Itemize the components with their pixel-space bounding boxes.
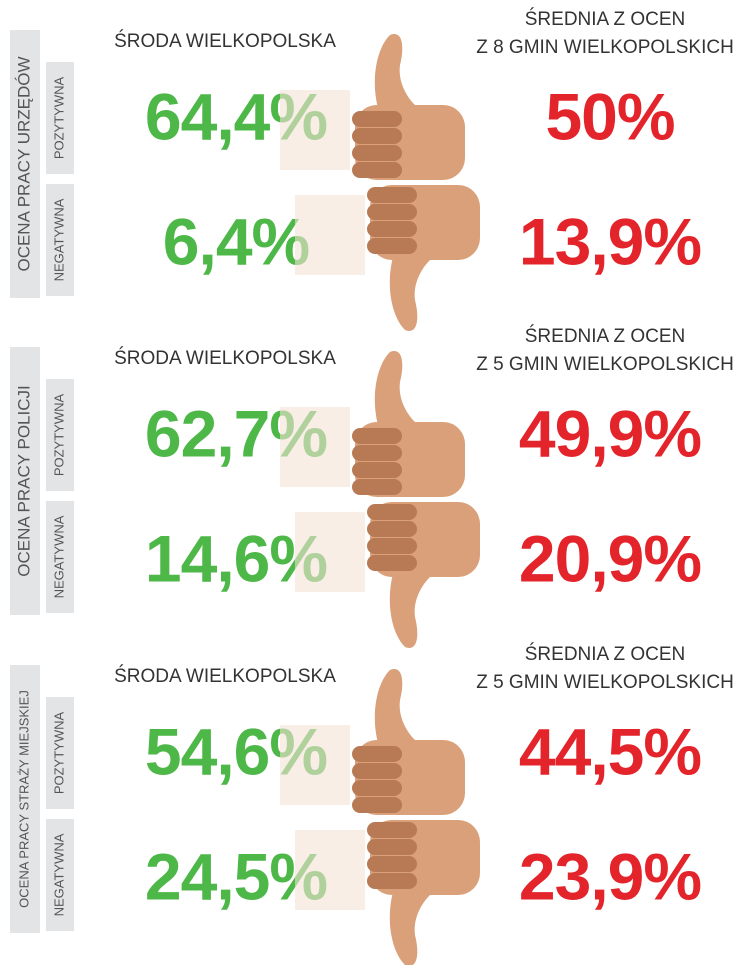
finger xyxy=(352,145,402,161)
thumb xyxy=(375,351,415,432)
arm xyxy=(280,90,350,170)
thumb-up xyxy=(280,669,465,815)
page: {"sections": [ {"label": "OCENA PRACY UR… xyxy=(0,0,738,965)
right-header: ŚREDNIA Z OCEN xyxy=(525,325,685,347)
thumb-up xyxy=(280,34,465,180)
finger xyxy=(367,504,417,520)
finger xyxy=(367,873,417,889)
thumb xyxy=(390,250,430,331)
right-value: 23,9% xyxy=(519,839,701,913)
right-value: 20,9% xyxy=(519,521,701,595)
section-label: OCENA PRACY URZĘDÓW xyxy=(14,56,33,271)
arm xyxy=(295,512,365,592)
row-label: NEGATYWNA xyxy=(51,198,66,281)
thumb xyxy=(375,669,415,750)
thumb xyxy=(390,885,430,965)
row-label: POZYTYWNA xyxy=(51,394,66,477)
thumb-down xyxy=(295,820,480,965)
right-value: 13,9% xyxy=(519,204,701,278)
finger xyxy=(352,445,402,461)
right-header: ŚREDNIA Z OCEN xyxy=(525,643,685,665)
finger xyxy=(352,111,402,127)
thumb-down xyxy=(295,502,480,648)
arm xyxy=(280,407,350,487)
row-label: NEGATYWNA xyxy=(51,833,66,916)
finger xyxy=(367,521,417,537)
thumb xyxy=(390,567,430,648)
right-value: 50% xyxy=(545,79,674,153)
arm xyxy=(295,830,365,910)
left-header: ŚRODA WIELKOPOLSKA xyxy=(114,347,336,369)
left-header: ŚRODA WIELKOPOLSKA xyxy=(114,665,336,687)
thumb xyxy=(375,34,415,115)
finger xyxy=(352,162,402,178)
finger xyxy=(352,428,402,444)
finger xyxy=(367,538,417,554)
finger xyxy=(367,221,417,237)
finger xyxy=(367,187,417,203)
right-value: 44,5% xyxy=(519,714,701,788)
section-label: OCENA PRACY POLICJI xyxy=(14,385,33,576)
finger xyxy=(352,797,402,813)
finger xyxy=(352,462,402,478)
right-header: Z 5 GMIN WIELKOPOLSKICH xyxy=(476,672,734,693)
finger xyxy=(352,746,402,762)
row-label: POZYTYWNA xyxy=(51,77,66,160)
infographic: OCENA PRACY URZĘDÓW ŚRODA WIELKOPOLSKA ŚRE… xyxy=(0,0,738,965)
right-header: ŚREDNIA Z OCEN xyxy=(525,8,685,30)
left-header: ŚRODA WIELKOPOLSKA xyxy=(114,30,336,52)
arm xyxy=(280,725,350,805)
finger xyxy=(367,204,417,220)
thumb-up xyxy=(280,351,465,497)
arm xyxy=(295,195,365,275)
thumb-down xyxy=(295,185,480,331)
right-value: 49,9% xyxy=(519,396,701,470)
right-header: Z 5 GMIN WIELKOPOLSKICH xyxy=(476,354,734,375)
finger xyxy=(367,856,417,872)
row-label: NEGATYWNA xyxy=(51,515,66,598)
row-label: POZYTYWNA xyxy=(51,712,66,795)
finger xyxy=(367,238,417,254)
finger xyxy=(352,780,402,796)
section-label: OCENA PRACY STRAŻY MIEJSKIEJ xyxy=(16,690,31,908)
right-header: Z 8 GMIN WIELKOPOLSKICH xyxy=(476,37,734,58)
finger xyxy=(352,128,402,144)
finger xyxy=(352,479,402,495)
finger xyxy=(352,763,402,779)
finger xyxy=(367,555,417,571)
finger xyxy=(367,839,417,855)
left-value: 6,4% xyxy=(163,204,309,278)
finger xyxy=(367,822,417,838)
